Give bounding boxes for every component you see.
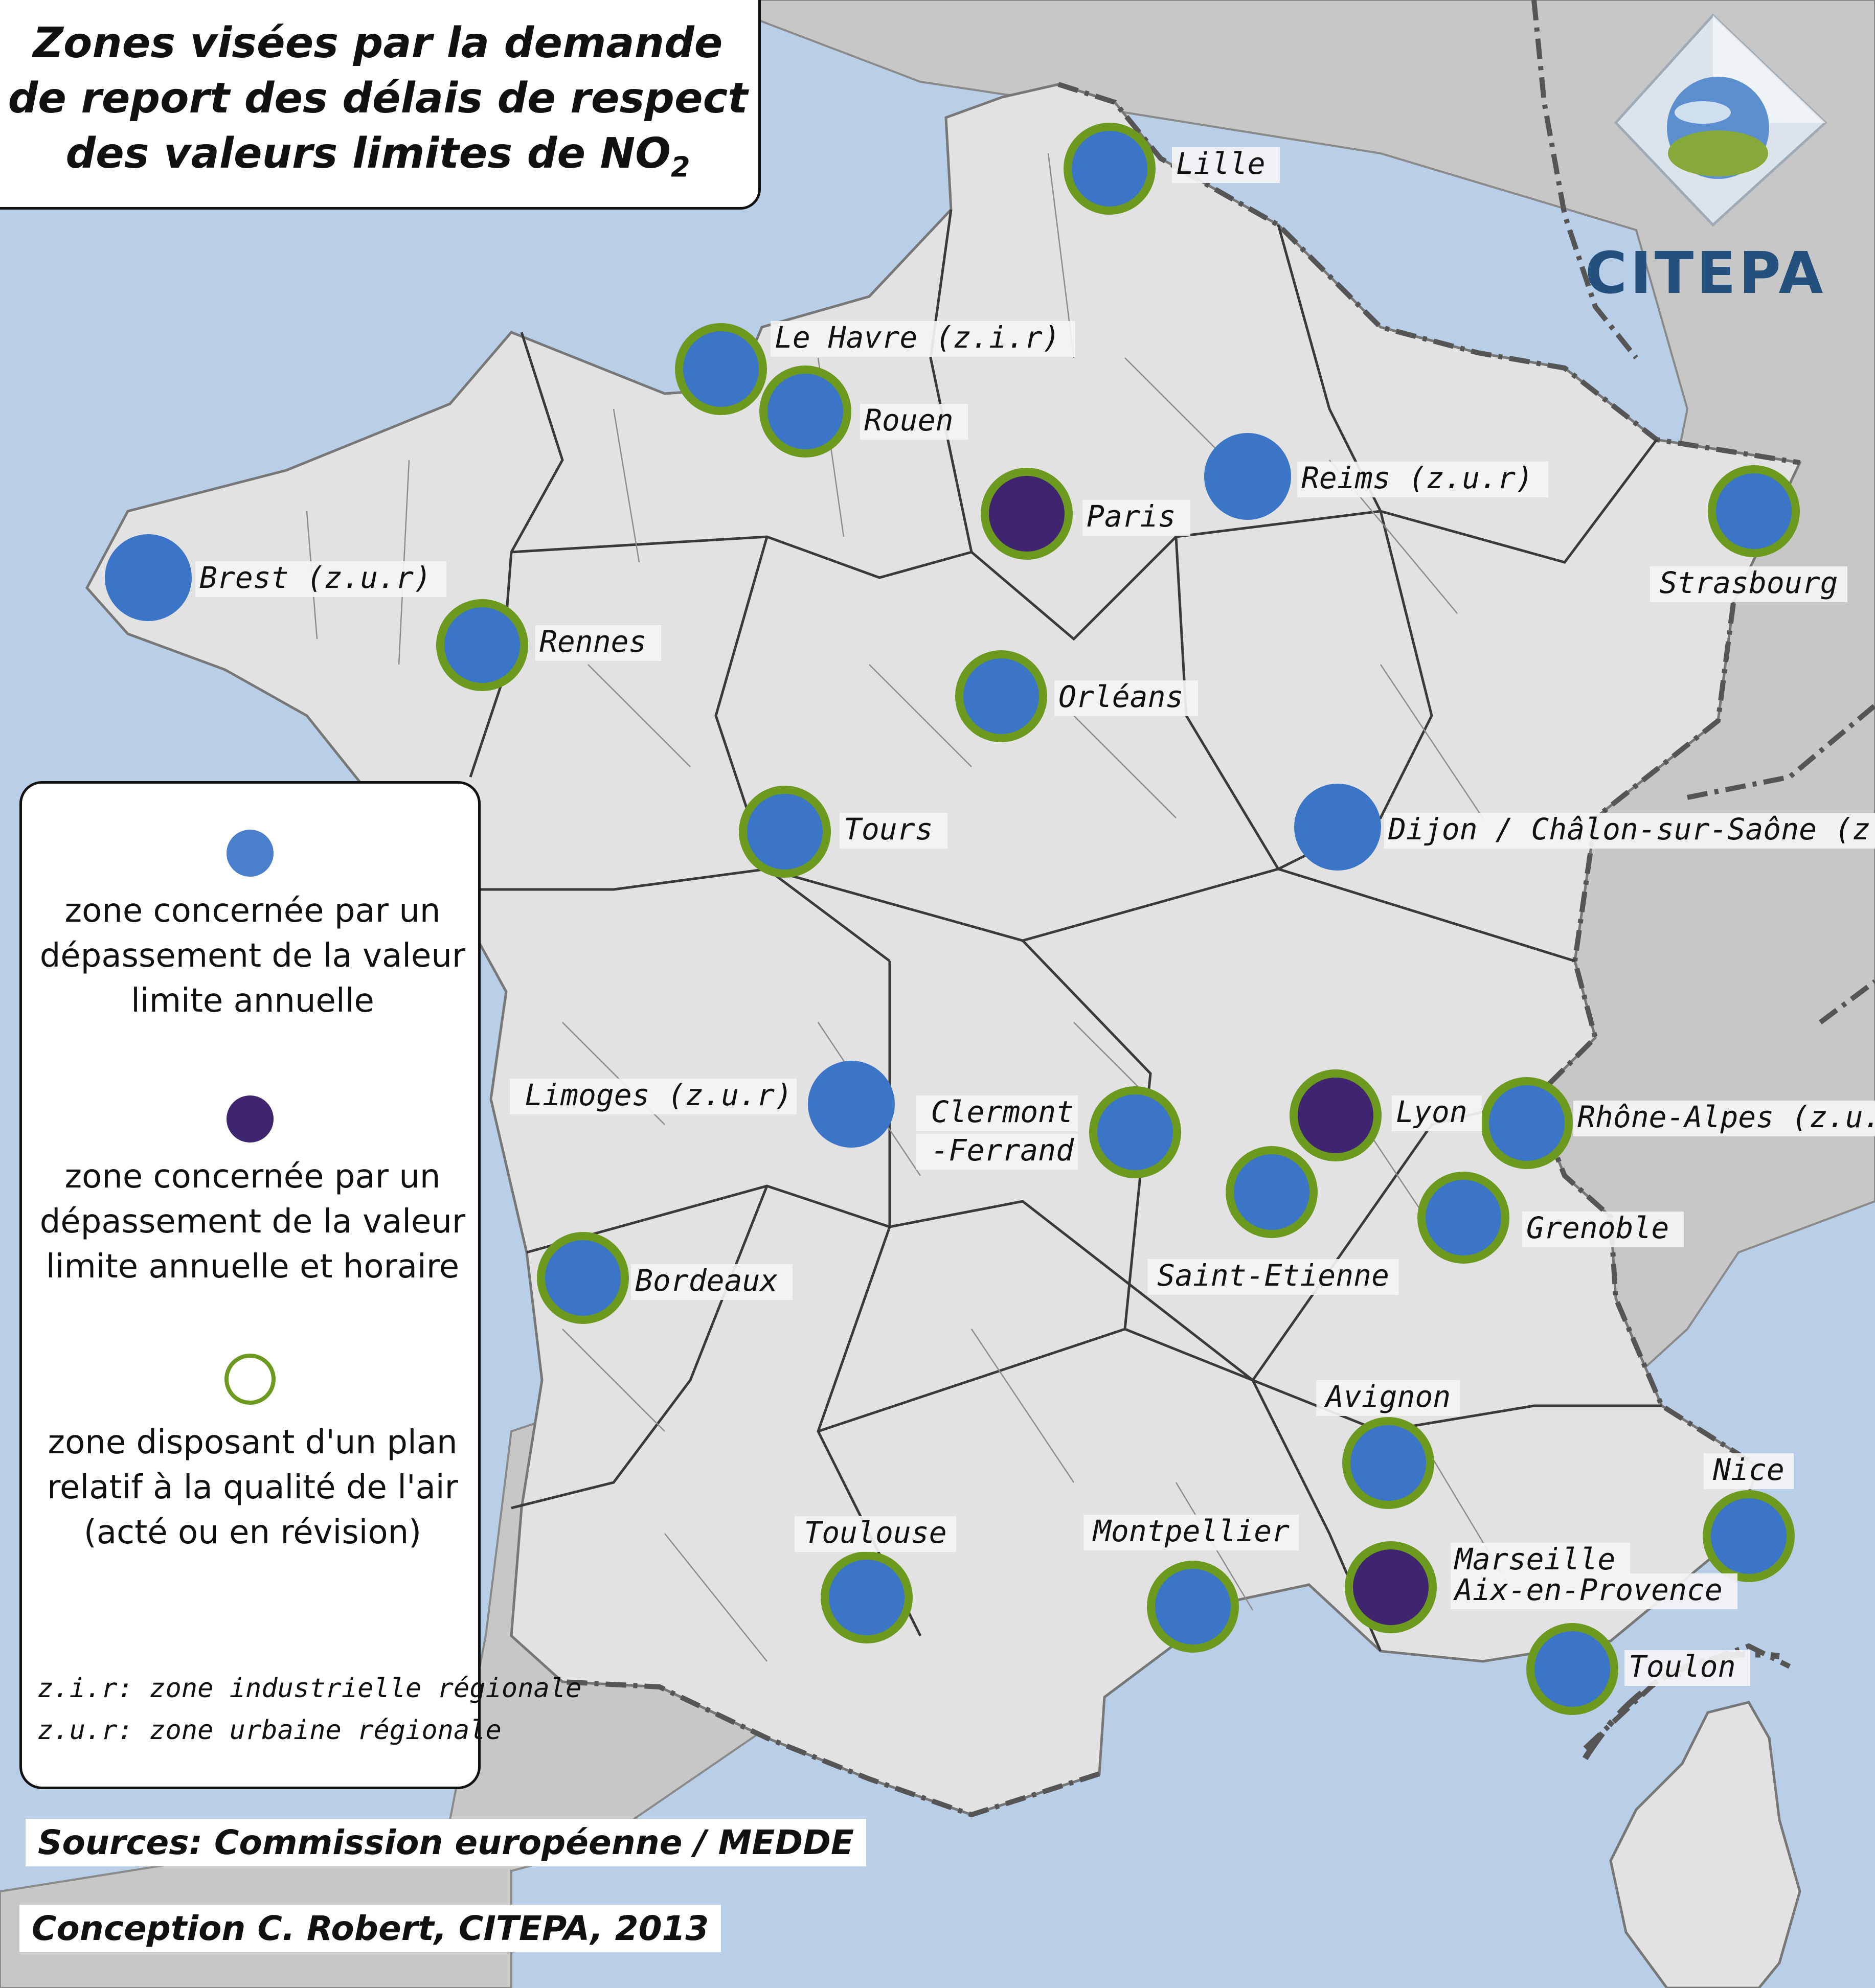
zone-label-bg bbox=[1392, 1095, 1482, 1131]
zone-label-bg bbox=[1624, 1650, 1750, 1686]
legend-item-annual-hourly: zone concernée par un dépassement de la … bbox=[39, 1158, 466, 1286]
zone-label-bg bbox=[1147, 1259, 1399, 1295]
zone-label-bg bbox=[510, 1079, 797, 1114]
zone-marker-paris bbox=[981, 468, 1073, 560]
zone-label-bg bbox=[860, 404, 968, 440]
zone-label-bg bbox=[1083, 1515, 1299, 1550]
zone-label-saint-etienne: Saint-Etienne bbox=[1157, 1258, 1389, 1293]
zone-label-marseille-aix-en-provence-1: Marseille bbox=[1454, 1542, 1615, 1576]
zone-marker-rouen bbox=[759, 365, 851, 458]
zone-label-bg bbox=[795, 1516, 956, 1552]
zone-marker-nice bbox=[1703, 1490, 1795, 1582]
zone-label-bg bbox=[1384, 813, 1875, 849]
zone-label-clermont-ferrand-2: -Ferrand bbox=[931, 1133, 1074, 1168]
legend-annual-dot-icon bbox=[227, 830, 274, 877]
zone-label-bg bbox=[1451, 1573, 1737, 1609]
credit: Conception C. Robert, CITEPA, 2013 bbox=[19, 1905, 721, 1952]
zone-label-orl-ans: Orléans bbox=[1058, 679, 1183, 714]
zone-label-bordeaux: Bordeaux bbox=[635, 1263, 778, 1298]
zone-label-rh-ne-alpes-z-u-r: Rhône-Alpes (z.u.r) bbox=[1577, 1100, 1875, 1134]
legend-item-plan: zone disposant d'un plan relatif à la qu… bbox=[47, 1424, 458, 1551]
zone-label-bg bbox=[1650, 566, 1847, 602]
zone-label-grenoble: Grenoble bbox=[1526, 1210, 1669, 1245]
zone-marker-toulon bbox=[1526, 1623, 1618, 1715]
legend-zur: z.u.r: zone urbaine régionale bbox=[37, 1715, 502, 1746]
zone-marker-rh-ne-alpes-z-u-r bbox=[1481, 1077, 1573, 1169]
zone-label-bg bbox=[1297, 462, 1548, 497]
zone-label-bg bbox=[916, 1095, 1078, 1131]
zone-label-lyon: Lyon bbox=[1396, 1094, 1467, 1129]
zone-marker-tours bbox=[739, 786, 831, 878]
zone-label-clermont-ferrand-1: Clermont bbox=[931, 1094, 1074, 1129]
zone-marker-toulouse bbox=[821, 1551, 913, 1643]
zone-marker-lyon bbox=[1290, 1069, 1382, 1161]
zone-marker-lille bbox=[1064, 123, 1156, 215]
zone-label-rouen: Rouen bbox=[864, 403, 954, 438]
zone-marker-le-havre-z-i-r bbox=[675, 323, 767, 415]
zone-label-bg bbox=[535, 625, 661, 661]
title-subscript: 2 bbox=[670, 151, 690, 184]
zone-label-bg bbox=[1054, 680, 1198, 716]
zone-label-bg bbox=[1316, 1380, 1460, 1416]
zone-marker-orl-ans bbox=[955, 650, 1047, 742]
title-line-3-text: des valeurs limites de NO bbox=[65, 129, 671, 178]
zone-label-bg bbox=[195, 561, 446, 597]
citepa-logo-text: CITEPA bbox=[1585, 240, 1826, 307]
zone-markers bbox=[105, 123, 1800, 1715]
zone-marker-dijon-ch-lon-sur-sa-ne-z-u-r bbox=[1294, 784, 1381, 871]
zone-label-bg bbox=[631, 1264, 793, 1300]
zone-label-strasbourg: Strasbourg bbox=[1659, 565, 1838, 600]
zone-label-rennes: Rennes bbox=[539, 624, 647, 659]
zone-marker-montpellier bbox=[1147, 1561, 1239, 1653]
zone-label-le-havre-z-i-r: Le Havre (z.i.r) bbox=[775, 320, 1060, 355]
zone-marker-brest-z-u-r bbox=[105, 534, 192, 621]
zone-marker-reims-z-u-r bbox=[1204, 433, 1291, 520]
zone-marker-marseille-aix-en-provence bbox=[1345, 1541, 1437, 1633]
zone-label-avignon: Avignon bbox=[1324, 1379, 1451, 1414]
zone-label-bg bbox=[1704, 1453, 1794, 1489]
title-line-3: des valeurs limites de NO2 bbox=[0, 129, 763, 192]
zone-marker-avignon bbox=[1342, 1417, 1434, 1509]
legend-box: zone concernée par un dépassement de la … bbox=[19, 781, 581, 1789]
zone-label-tours: Tours bbox=[844, 812, 933, 847]
zone-label-bg bbox=[840, 813, 947, 849]
zone-marker-strasbourg bbox=[1708, 465, 1800, 557]
title-line-2: de report des délais de respect bbox=[8, 74, 748, 123]
title-line-1: Zones visées par la demande bbox=[33, 19, 723, 67]
zone-label-bg bbox=[916, 1134, 1078, 1170]
corsica bbox=[1609, 1701, 1801, 1988]
zone-label-toulouse: Toulouse bbox=[804, 1515, 946, 1550]
zone-marker-clermont-ferrand bbox=[1089, 1086, 1181, 1178]
legend-zir: z.i.r: zone industrielle régionale bbox=[37, 1673, 582, 1704]
title-box: Zones visées par la demande de report de… bbox=[0, 0, 761, 210]
zone-label-marseille-aix-en-provence-2: Aix-en-Provence bbox=[1453, 1572, 1723, 1607]
zone-label-reims-z-u-r: Reims (z.u.r) bbox=[1301, 461, 1533, 495]
zone-label-bg bbox=[771, 321, 1075, 357]
zone-label-limoges-z-u-r: Limoges (z.u.r) bbox=[525, 1078, 793, 1112]
zone-label-bg bbox=[1522, 1212, 1684, 1247]
zone-label-paris: Paris bbox=[1087, 499, 1176, 534]
zone-labels: Lille Le Havre (z.i.r) Rouen Paris Reims (z.… bbox=[195, 146, 1875, 1686]
zone-marker-grenoble bbox=[1417, 1172, 1509, 1264]
zone-label-nice: Nice bbox=[1712, 1452, 1784, 1487]
legend-annual-hourly-dot-icon bbox=[227, 1095, 274, 1142]
zone-label-lille: Lille bbox=[1176, 146, 1266, 181]
zone-label-brest-z-u-r: Brest (z.u.r) bbox=[199, 560, 432, 595]
legend-item-annual: zone concernée par un dépassement de la … bbox=[39, 892, 466, 1020]
zone-marker-limoges-z-u-r bbox=[808, 1061, 895, 1148]
zone-label-montpellier: Montpellier bbox=[1092, 1514, 1290, 1548]
zone-label-bg bbox=[1082, 500, 1190, 536]
zone-label-dijon-ch-lon-sur-sa-ne-z-u-r: Dijon / Châlon-sur-Saône (z.u.r) bbox=[1388, 812, 1875, 847]
sources: Sources: Commission européenne / MEDDE bbox=[26, 1819, 867, 1866]
legend-plan-ring-icon bbox=[224, 1354, 276, 1405]
zone-marker-bordeaux bbox=[537, 1232, 629, 1324]
zone-label-bg bbox=[1573, 1101, 1875, 1136]
zone-label-toulon: Toulon bbox=[1629, 1649, 1736, 1684]
zone-marker-saint-etienne bbox=[1226, 1146, 1318, 1238]
zone-marker-rennes bbox=[436, 599, 528, 691]
zone-label-bg bbox=[1172, 147, 1280, 183]
zone-label-bg bbox=[1451, 1543, 1630, 1579]
citepa-logo-icon bbox=[1614, 13, 1827, 227]
